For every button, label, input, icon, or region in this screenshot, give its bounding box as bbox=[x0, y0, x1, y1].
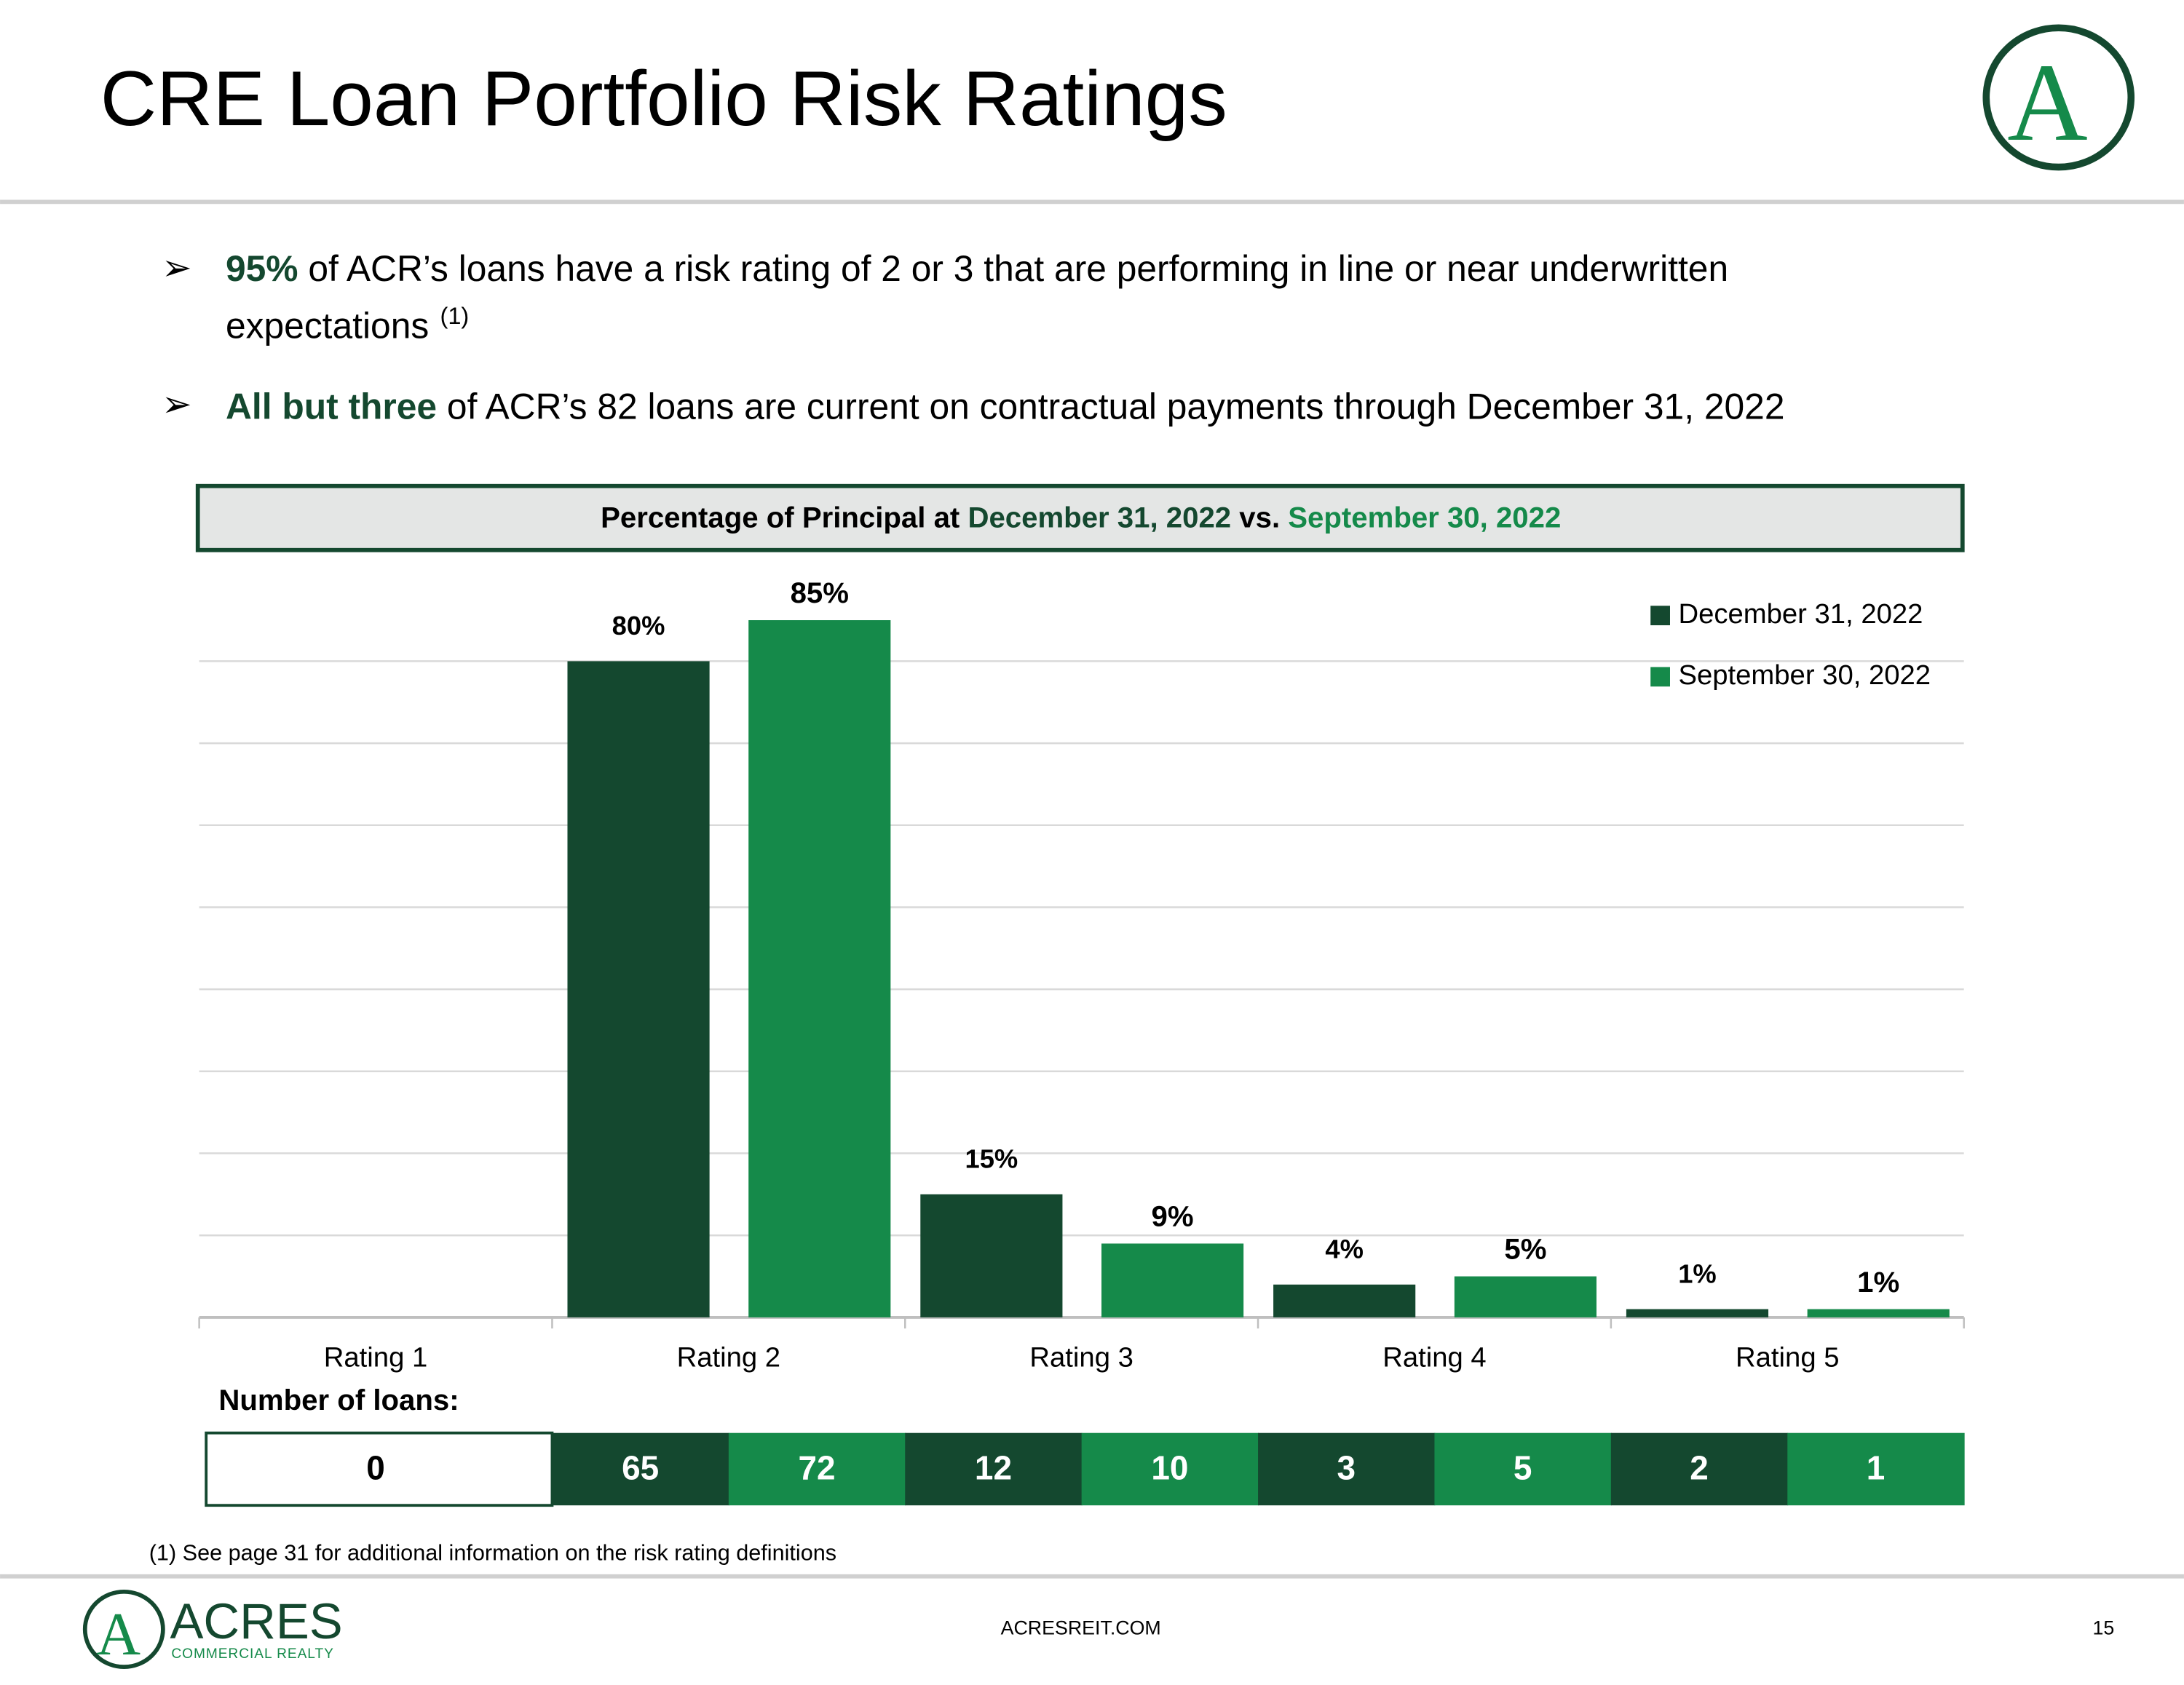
chart-header: Percentage of Principal at December 31, … bbox=[601, 501, 1561, 534]
bar bbox=[748, 620, 891, 1317]
logo-bottom: A ACRES COMMERCIAL REALTY bbox=[82, 1589, 343, 1669]
page-number: 15 bbox=[2093, 1617, 2115, 1639]
logo-tagline: COMMERCIAL REALTY bbox=[171, 1646, 333, 1662]
loan-count: 65 bbox=[622, 1448, 659, 1486]
data-label: 15% bbox=[965, 1144, 1018, 1174]
legend-swatch bbox=[1650, 606, 1670, 626]
bar bbox=[1626, 1309, 1769, 1317]
bullet-strong: 95% bbox=[226, 248, 298, 289]
bullet-2: All but three of ACR’s 82 loans are curr… bbox=[226, 386, 1785, 427]
x-tick-label: Rating 5 bbox=[1736, 1341, 1839, 1373]
legend-swatch bbox=[1650, 667, 1670, 687]
bullet-arrow: ➢ bbox=[162, 247, 192, 288]
data-label: 5% bbox=[1504, 1233, 1546, 1266]
header-date: December 31, 2022 bbox=[968, 501, 1231, 534]
loan-count: 2 bbox=[1690, 1448, 1709, 1486]
bullet-strong: All but three bbox=[226, 386, 437, 427]
data-label: 4% bbox=[1325, 1234, 1364, 1264]
x-tick-label: Rating 4 bbox=[1382, 1341, 1486, 1373]
logo-top: A bbox=[1982, 24, 2135, 171]
loan-cell bbox=[728, 1432, 906, 1506]
bar bbox=[1273, 1284, 1416, 1317]
loan-count: 5 bbox=[1514, 1448, 1532, 1486]
logo-letter: A bbox=[2007, 41, 2088, 164]
data-label: 85% bbox=[791, 576, 849, 609]
bar bbox=[920, 1194, 1063, 1317]
data-label: 1% bbox=[1678, 1258, 1717, 1288]
data-label: 9% bbox=[1152, 1200, 1194, 1233]
loan-cell bbox=[1081, 1432, 1259, 1506]
loan-count: 3 bbox=[1337, 1448, 1356, 1486]
bar bbox=[567, 661, 710, 1317]
bullet-text: expectations bbox=[226, 306, 429, 346]
loan-cell bbox=[1434, 1432, 1612, 1506]
bar bbox=[1101, 1243, 1244, 1317]
x-tick-label: Rating 2 bbox=[677, 1341, 780, 1373]
loan-count: 10 bbox=[1151, 1448, 1188, 1486]
logo-letter: A bbox=[96, 1601, 141, 1668]
loan-cell bbox=[905, 1432, 1083, 1506]
header-date: September 30, 2022 bbox=[1288, 501, 1561, 534]
loan-cell bbox=[1787, 1432, 1965, 1506]
legend-label: September 30, 2022 bbox=[1678, 659, 1931, 691]
loan-cell bbox=[1258, 1432, 1436, 1506]
plot: Rating 1 Rating 280%85%Rating 315%9%Ratin… bbox=[198, 576, 1965, 1507]
legend-label: December 31, 2022 bbox=[1678, 598, 1923, 630]
bullet-note: (1) bbox=[440, 303, 470, 329]
x-tick-label: Rating 1 bbox=[324, 1341, 427, 1373]
logo-ring bbox=[82, 1589, 165, 1669]
x-tick-label: Rating 3 bbox=[1029, 1341, 1133, 1373]
data-label: 1% bbox=[1857, 1266, 1899, 1299]
logo-name: ACRES bbox=[170, 1593, 342, 1649]
loan-cell bbox=[1610, 1432, 1789, 1506]
loan-count: 1 bbox=[1867, 1448, 1886, 1486]
footnote: (1) See page 31 for additional informati… bbox=[149, 1540, 836, 1565]
footer-url: ACRESREIT.COM bbox=[1001, 1617, 1161, 1639]
title: CRE Loan Portfolio Risk Ratings bbox=[100, 55, 1227, 142]
logo-ring bbox=[1982, 24, 2135, 171]
header-text: Percentage of Principal at bbox=[601, 501, 968, 534]
loan-cell bbox=[205, 1431, 554, 1507]
loan-count: 72 bbox=[799, 1448, 836, 1486]
bullet-text: of ACR’s 82 loans are current on contrac… bbox=[437, 386, 1784, 427]
bullet-1: 95% of ACR’s loans have a risk rating of… bbox=[226, 248, 1728, 289]
data-label: 80% bbox=[612, 611, 665, 641]
loan-table-label: Number of loans: bbox=[218, 1384, 459, 1416]
bar bbox=[1454, 1276, 1597, 1317]
loan-count: 0 bbox=[366, 1448, 385, 1486]
loan-count: 12 bbox=[975, 1448, 1012, 1486]
header-text: vs. bbox=[1231, 501, 1288, 534]
chart-header-box bbox=[195, 483, 1965, 552]
bullet-1-line-2: expectations (1) bbox=[226, 303, 469, 346]
bullet-text: of ACR’s loans have a risk rating of 2 o… bbox=[298, 248, 1729, 289]
bullet-arrow: ➢ bbox=[162, 384, 192, 424]
bar bbox=[1807, 1309, 1950, 1317]
loan-cell bbox=[552, 1432, 729, 1506]
